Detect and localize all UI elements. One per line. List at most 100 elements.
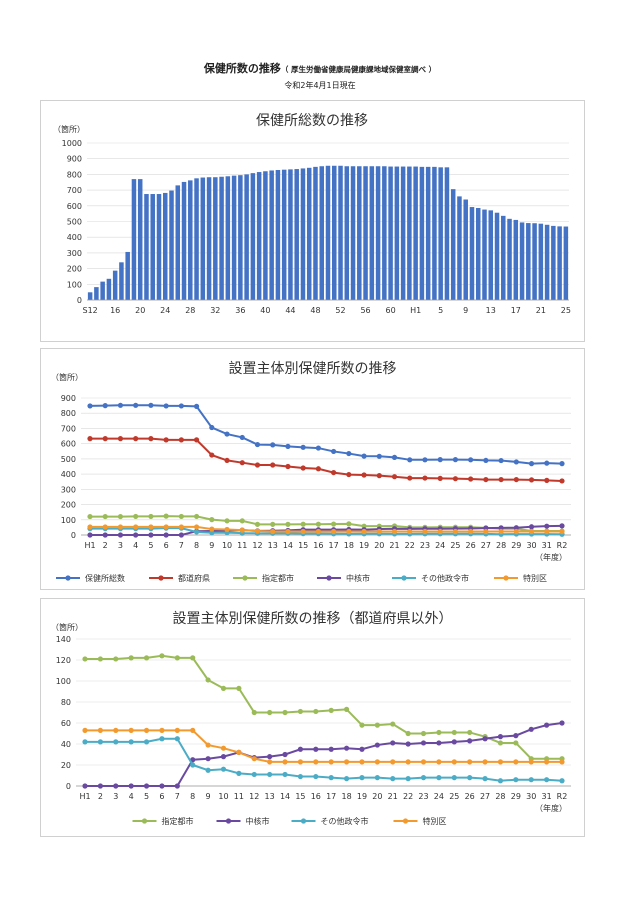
- bar: [519, 222, 525, 300]
- data-point-保健所総数: [239, 434, 245, 441]
- y-axis-unit: （箇所）: [51, 622, 83, 632]
- bar: [225, 176, 231, 300]
- data-point-中核市: [513, 733, 519, 739]
- data-point-特別区: [528, 759, 534, 765]
- data-point-保健所総数: [391, 454, 398, 460]
- y-tick-label: 80: [61, 698, 71, 707]
- data-point-指定都市: [497, 740, 504, 746]
- data-point-指定都市: [254, 521, 261, 527]
- data-point-特別区: [437, 528, 443, 535]
- data-point-特別区: [205, 742, 211, 748]
- legend-label-その他政令市: その他政令市: [421, 573, 469, 583]
- legend-label-中核市: 中核市: [246, 816, 270, 826]
- data-point-特別区: [422, 528, 428, 535]
- x-tick-label: 8: [190, 792, 195, 801]
- data-point-特別区: [528, 528, 535, 535]
- x-tick-label: 13: [268, 541, 278, 550]
- x-tick-label: 17: [511, 306, 521, 315]
- bar: [231, 175, 237, 300]
- data-point-特別区: [117, 524, 124, 530]
- data-point-中核市: [282, 751, 288, 758]
- data-point-保健所総数: [544, 460, 550, 466]
- bar: [300, 168, 306, 300]
- data-point-中核市: [102, 532, 108, 538]
- y-tick-label: 400: [61, 470, 76, 479]
- data-point-指定都市: [420, 730, 427, 737]
- data-point-特別区: [128, 727, 134, 733]
- data-point-中核市: [128, 783, 134, 789]
- y-tick-label: 20: [61, 761, 71, 770]
- data-point-都道府県: [102, 436, 108, 442]
- non-prefecture-line-chart: 設置主体別保健所数の推移（都道府県以外） （箇所） 0 20 40 60 80 100 120 1…: [51, 611, 571, 826]
- data-point-保健所総数: [133, 402, 139, 408]
- data-point-保健所総数: [285, 443, 291, 450]
- data-point-中核市: [482, 736, 488, 742]
- data-point-保健所総数: [559, 461, 565, 467]
- x-tick-label: 31: [542, 792, 552, 801]
- x-tick-label: 56: [360, 306, 370, 315]
- data-point-保健所総数: [148, 402, 154, 408]
- data-point-指定都市: [117, 513, 124, 520]
- bar: [344, 166, 350, 300]
- legend-marker-指定都市: [141, 818, 148, 824]
- data-point-保健所総数: [117, 402, 124, 408]
- data-point-その他政令市: [159, 736, 165, 742]
- data-point-保健所総数: [513, 459, 519, 465]
- data-point-指定都市: [102, 513, 108, 520]
- x-tick-label: 15: [295, 792, 305, 801]
- data-point-中核市: [513, 525, 519, 531]
- y-tick-label: 0: [71, 531, 76, 540]
- x-tick-label: 26: [466, 541, 476, 550]
- data-point-保健所総数: [178, 403, 184, 409]
- data-point-その他政令市: [97, 739, 103, 745]
- x-tick-label: H1: [410, 306, 421, 315]
- y-tick-label: 800: [67, 170, 82, 179]
- data-point-保健所総数: [528, 461, 535, 467]
- data-point-保健所総数: [483, 457, 489, 464]
- x-tick-label: 28: [185, 306, 195, 315]
- data-point-都道府県: [407, 475, 413, 481]
- data-point-特別区: [559, 528, 565, 535]
- data-point-指定都市: [205, 677, 211, 683]
- data-point-指定都市: [239, 518, 245, 524]
- data-point-指定都市: [143, 655, 150, 661]
- x-tick-label: 10: [218, 792, 228, 801]
- data-point-指定都市: [346, 521, 352, 527]
- x-tick-label: 30: [526, 541, 536, 550]
- bar: [350, 166, 356, 300]
- chart-panel-total: 保健所総数の推移 （箇所） 0 100 200 300 400 500 600 700 800 900…: [40, 100, 596, 342]
- data-point-中核市: [497, 734, 504, 740]
- bar: [557, 226, 562, 300]
- x-tick-label: 11: [234, 792, 244, 801]
- data-point-指定都市: [405, 730, 411, 737]
- data-point-特別区: [390, 759, 396, 765]
- data-point-都道府県: [391, 474, 398, 480]
- data-point-都道府県: [178, 437, 184, 443]
- data-point-都道府県: [361, 472, 367, 478]
- data-point-中核市: [528, 726, 534, 732]
- data-point-その他政令市: [343, 776, 350, 782]
- data-point-指定都市: [178, 513, 184, 520]
- x-tick-label: 19: [359, 541, 369, 550]
- page-title-text: 保健所数の推移: [203, 62, 281, 75]
- data-point-その他政令市: [82, 739, 88, 745]
- x-tick-label: 7: [175, 792, 180, 801]
- data-point-中核市: [117, 532, 124, 538]
- data-point-特別区: [297, 759, 304, 765]
- data-point-特別区: [376, 528, 382, 535]
- x-tick-label: 22: [405, 541, 415, 550]
- data-point-都道府県: [300, 465, 306, 471]
- legend-marker-その他政令市: [401, 575, 407, 581]
- bar: [238, 175, 243, 300]
- data-point-都道府県: [422, 475, 428, 481]
- bar: [425, 166, 431, 300]
- data-point-都道府県: [437, 475, 443, 481]
- y-tick-label: 300: [67, 249, 82, 258]
- bar: [394, 166, 400, 300]
- x-tick-label: 12: [252, 541, 262, 550]
- bar: [144, 194, 149, 300]
- legend-label-保健所総数: 保健所総数: [85, 573, 125, 583]
- y-tick-label: 0: [77, 296, 82, 305]
- x-tick-label: 14: [283, 541, 293, 550]
- bar: [338, 165, 343, 300]
